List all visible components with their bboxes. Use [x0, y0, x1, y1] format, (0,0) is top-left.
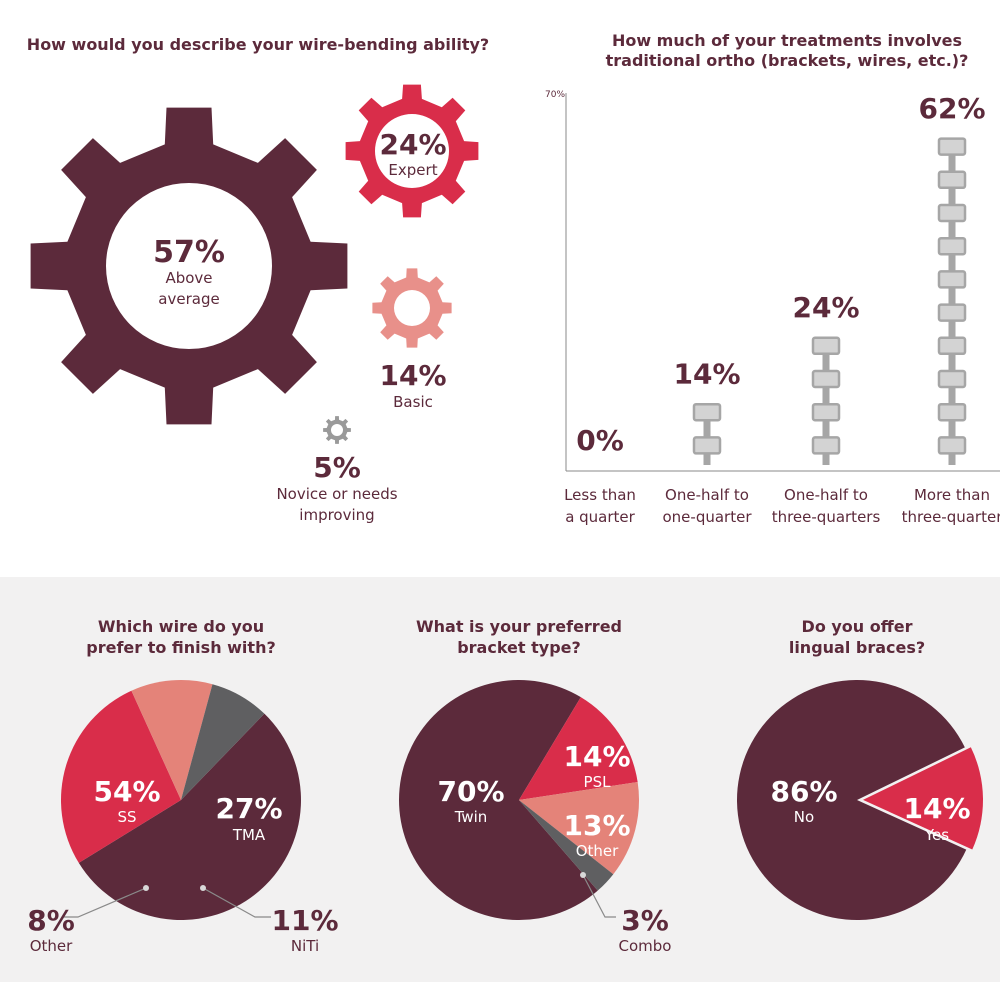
gear-novice-label-line1: Novice or needs [276, 485, 397, 503]
gear-above-average-percent: 57% [153, 235, 225, 270]
bar-value-label-3: 62% [918, 92, 985, 125]
gear-basic [372, 268, 452, 348]
pie-wire-tma-percent: 27% [215, 792, 282, 825]
bar-3 [937, 137, 967, 465]
gear-expert-percent: 24% [379, 128, 446, 161]
pie-wire-other-percent: 8% [27, 904, 75, 937]
pie-wire-ss-label: SS [117, 808, 136, 826]
gear-basic-label: Basic [393, 393, 433, 411]
pie-wire-title-line1: Which wire do you [98, 617, 264, 636]
gears-title: How would you describe your wire-bending… [27, 35, 489, 54]
pie-lingual-yes-percent: 14% [903, 792, 970, 825]
pie-lingual-slice-yes [862, 747, 983, 850]
pie-bracket-combo-percent: 3% [621, 904, 669, 937]
pie-bracket-slice-twin [399, 680, 598, 921]
pie-lingual-title-line2: lingual braces? [789, 638, 925, 657]
gear-novice [323, 416, 351, 444]
bar-chart-ymax-label: 70% [545, 90, 565, 100]
pie-bracket-slice-other [519, 782, 639, 875]
pie-wire-slice-niti [131, 680, 213, 800]
bars-layer: 0% Less than a quarter 14% One-half to one-qu… [564, 92, 1000, 526]
gear-expert-label: Expert [388, 161, 437, 179]
pie-bracket-title-line1: What is your preferred [416, 617, 622, 636]
pie-wire-other-leader-dot [143, 885, 149, 891]
bar-value-label-1: 14% [673, 358, 740, 391]
pie-wire-niti-percent: 11% [271, 904, 338, 937]
pie-lingual-no-percent: 86% [770, 775, 837, 808]
gear-novice-label-line2: improving [299, 506, 374, 524]
pie-wire-ss-percent: 54% [93, 775, 160, 808]
pie-bracket-slice-combo [519, 800, 614, 891]
pie-lingual-title-line1: Do you offer [802, 617, 913, 636]
pie-wire-niti-leader [202, 887, 271, 918]
bar-value-label-2: 24% [792, 291, 859, 324]
pie-wire-other-label: Other [30, 937, 73, 955]
pies-layer [60, 679, 983, 921]
bar-category-label-2-1: three-quarters [772, 508, 881, 526]
bar-value-label-0: 0% [576, 424, 624, 457]
pie-wire-slice-ss [78, 713, 301, 920]
pie-bracket-psl-percent: 14% [563, 740, 630, 773]
bar-category-label-1-1: one-quarter [663, 508, 753, 526]
gear-novice-percent: 5% [313, 451, 361, 484]
bar-category-label-2-0: One-half to [784, 486, 868, 504]
bar-category-label-0-0: Less than [564, 486, 636, 504]
gear-above-average-label-line1: Above [165, 269, 212, 287]
pie-wire-niti-leader-dot [200, 885, 206, 891]
bar-category-label-1-0: One-half to [665, 486, 749, 504]
pie-bracket-twin-percent: 70% [437, 775, 504, 808]
pie-wire-title-line2: prefer to finish with? [86, 638, 275, 657]
gear-basic-percent: 14% [379, 359, 446, 392]
gear-above-average [30, 107, 348, 425]
bar-chart-title-line1: How much of your treatments involves [612, 31, 962, 50]
pie-bracket-combo-label: Combo [619, 937, 672, 955]
pie-wire-tma-label: TMA [232, 826, 266, 844]
pie-wire-slice-other [181, 684, 265, 800]
pie-lingual-no-label: No [794, 808, 814, 826]
bar-1 [692, 402, 722, 465]
bar-chart-title-line2: traditional ortho (brackets, wires, etc.… [606, 51, 969, 70]
pie-bracket-title-line2: bracket type? [457, 638, 581, 657]
pie-bracket-psl-label: PSL [584, 773, 612, 791]
pie-lingual-yes-label: Yes [924, 826, 949, 844]
pie-bracket-slice-psl [519, 697, 638, 800]
pie-wire-niti-label: NiTi [291, 937, 319, 955]
bar-category-label-3-1: three-quarter [902, 508, 1000, 526]
pie-bracket-other-percent: 13% [563, 809, 630, 842]
pie-bracket-combo-leader [582, 874, 616, 918]
pie-bracket-combo-leader-dot [580, 872, 586, 878]
pie-wire-other-leader [64, 887, 147, 918]
pie-wire-slice-tma [60, 690, 181, 863]
bar-2 [811, 336, 841, 465]
pie-bracket-other-label: Other [576, 842, 619, 860]
bar-category-label-3-0: More than [914, 486, 990, 504]
gear-above-average-label-line2: average [158, 290, 219, 308]
bar-category-label-0-1: a quarter [565, 508, 635, 526]
gear-expert [345, 84, 479, 218]
gears-layer [30, 84, 479, 444]
pie-bracket-twin-label: Twin [454, 808, 488, 826]
pie-lingual-slice-no [736, 679, 967, 920]
